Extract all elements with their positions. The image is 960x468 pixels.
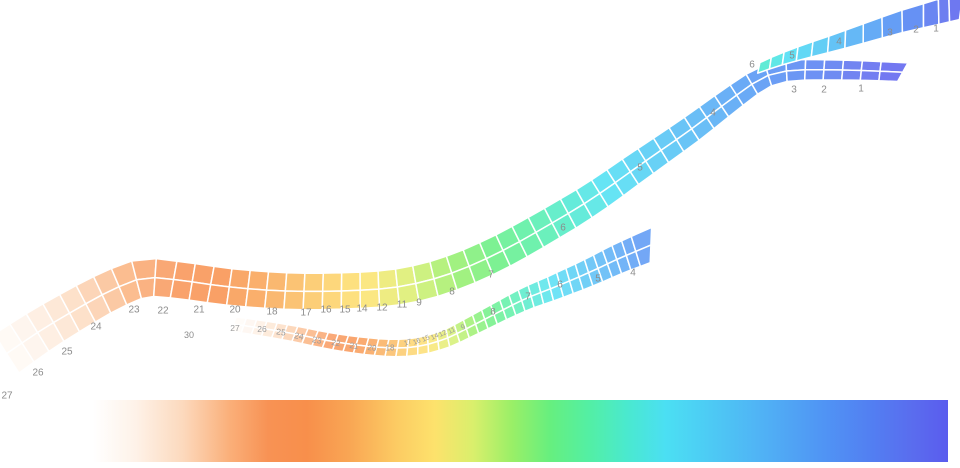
ribbon-tile (922, 0, 940, 29)
day-label: 21 (349, 341, 360, 352)
color-legend-bar (93, 400, 948, 462)
ribbon-tile (209, 265, 233, 288)
ribbon-tile (635, 244, 652, 268)
day-label: 16 (412, 337, 422, 346)
day-label: 5 (637, 163, 643, 174)
ribbon-tile (284, 272, 306, 293)
day-label: 23 (128, 305, 140, 316)
ribbon-tile (303, 272, 325, 293)
day-label: 30 (184, 330, 194, 340)
day-label: 25 (276, 326, 287, 337)
day-label: 14 (430, 332, 440, 342)
ribbon-tile (206, 283, 231, 306)
day-label: 22 (157, 306, 169, 317)
ribbon-tile (878, 70, 904, 83)
ribbon-tile (840, 69, 863, 82)
ribbon-tile (844, 23, 865, 50)
day-label: 17 (403, 338, 413, 347)
ribbon-tile (860, 59, 882, 72)
day-label: 23 (311, 334, 323, 346)
day-label: 7 (525, 292, 531, 303)
ribbon-tile (395, 346, 409, 358)
day-label: 5 (595, 274, 601, 285)
day-label: 11 (397, 300, 408, 311)
day-label: 4 (836, 37, 842, 48)
day-label: 11 (447, 326, 457, 336)
day-label: 18 (386, 344, 395, 353)
ribbon-tile (822, 69, 844, 81)
day-label: 17 (300, 308, 312, 319)
day-label: 20 (367, 343, 377, 353)
day-label: 20 (229, 305, 241, 316)
ribbon-tile (265, 271, 288, 292)
day-label: 8 (490, 307, 495, 318)
day-label: 6 (557, 280, 563, 291)
ribbon-tile (948, 0, 960, 23)
day-label: 21 (193, 305, 205, 316)
ribbon-tile (244, 287, 268, 310)
day-label: 12 (376, 303, 388, 314)
ribbon-tile (321, 272, 343, 293)
ribbon-tile (823, 58, 845, 71)
day-label: 3 (887, 28, 893, 39)
ribbon-branch: 6 5 4 3 2 1 (749, 0, 960, 74)
day-label: 15 (421, 334, 431, 344)
day-label: 1 (933, 24, 939, 35)
day-label: 7 (488, 270, 494, 281)
ribbon-tile (359, 270, 380, 292)
ribbon-tile (879, 60, 909, 73)
day-label: 24 (293, 330, 305, 342)
day-label: 27 (230, 323, 240, 333)
day-label: 26 (32, 368, 44, 379)
day-label: 9 (416, 298, 422, 309)
day-label: 12 (438, 329, 448, 339)
ribbon-tile (228, 267, 251, 290)
ribbon-tile (377, 268, 399, 290)
day-label: 3 (791, 85, 797, 96)
day-label: 5 (789, 51, 795, 62)
ribbon-tile (841, 59, 864, 72)
day-label: 2 (913, 25, 919, 36)
ribbon-tile (785, 69, 806, 83)
ribbon-tile (416, 343, 430, 357)
day-label: 24 (90, 322, 102, 333)
ribbon-tile (795, 40, 814, 62)
ribbon-tile (803, 69, 825, 81)
day-label: 25 (61, 347, 73, 358)
ribbon-tile (247, 269, 270, 291)
day-label: 26 (257, 324, 267, 334)
day-label: 18 (266, 307, 278, 318)
day-label: 2 (821, 85, 827, 96)
ribbon-tile (405, 345, 419, 358)
day-label: 4 (630, 268, 636, 279)
day-label: 4 (710, 108, 716, 119)
ribbon-tile (937, 0, 951, 26)
ribbon-tile (862, 16, 884, 45)
ribbon-tile (804, 58, 826, 71)
day-label: 27 (1, 391, 13, 402)
day-label: 14 (356, 304, 368, 315)
day-label: 22 (331, 338, 342, 349)
ribbon-tile (810, 35, 830, 58)
day-label: 6 (749, 60, 755, 71)
ribbon-tile (340, 271, 361, 292)
day-label: 15 (339, 305, 351, 316)
ribbon-tile (130, 257, 158, 281)
day-label: 16 (320, 305, 332, 316)
day-label: 8 (449, 287, 455, 298)
day-label: 6 (560, 223, 566, 234)
ribbon-tile (859, 69, 881, 82)
day-label: 9 (459, 322, 467, 332)
day-label: 1 (858, 84, 864, 95)
